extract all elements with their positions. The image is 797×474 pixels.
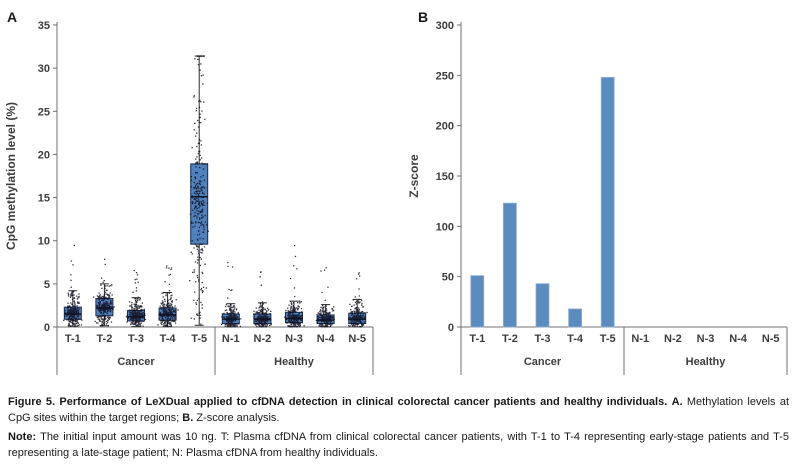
jitter-points-N-1 <box>220 261 242 328</box>
group-label: Healthy <box>686 356 727 368</box>
x-category-label: N-3 <box>285 333 303 345</box>
x-category-label: N-1 <box>631 333 649 345</box>
axes: 0 50 100 150 200 250 300 Z-score T-1 T-2 T-3 T-4 T-5… <box>407 20 788 375</box>
x-category-label: T-2 <box>502 333 518 345</box>
jitter-points-T-5 <box>189 55 209 325</box>
box-group-T-4 <box>157 265 179 328</box>
y-tick-label: 30 <box>38 63 50 75</box>
jitter-points-N-4 <box>315 267 335 328</box>
x-category-label: T-1 <box>65 333 81 345</box>
y-tick-label: 150 <box>436 171 454 183</box>
group-label: Cancer <box>524 356 562 368</box>
box-group-T-2 <box>93 258 115 327</box>
x-category-label: N-4 <box>317 333 336 345</box>
jitter-points-T-4 <box>157 265 179 328</box>
caption-a-label: A. <box>671 396 683 408</box>
box-group-N-4 <box>315 267 335 328</box>
panel-a-label: A <box>7 9 18 25</box>
caption-note: Note: The initial input amount was 10 ng… <box>8 429 789 461</box>
box-group-N-3 <box>284 244 305 328</box>
caption-main: Figure 5. Performance of LeXDual applied… <box>8 394 789 426</box>
y-tick-label: 100 <box>436 221 454 233</box>
box-group-T-1 <box>63 244 83 327</box>
axes: 0 5 10 15 20 25 30 35 CpG methylation level (%) T… <box>4 20 374 375</box>
group-label: Healthy <box>274 356 315 368</box>
y-tick-label: 0 <box>44 322 50 334</box>
panel-a-boxplot-chart: 0 5 10 15 20 25 30 35 CpG methylation level (%) T… <box>4 20 374 375</box>
y-tick-label: 15 <box>38 193 50 205</box>
caption-note-text: The initial input amount was 10 ng. T: P… <box>8 431 789 459</box>
x-category-label: T-3 <box>128 333 144 345</box>
y-tick-label: 50 <box>442 272 454 284</box>
y-tick-label: 300 <box>436 20 454 32</box>
panel-b-bar-chart: 0 50 100 150 200 250 300 Z-score T-1 T-2 T-3 T-4 T-5… <box>407 20 788 375</box>
jitter-points-N-2 <box>253 271 272 328</box>
y-tick-label: 5 <box>44 279 50 291</box>
x-category-label: T-2 <box>96 333 112 345</box>
x-category-label: N-4 <box>729 333 748 345</box>
x-category-label: T-3 <box>535 333 551 345</box>
caption-b-label: B. <box>182 412 194 424</box>
y-tick-label: 0 <box>448 322 454 334</box>
box-group-N-1 <box>220 261 242 328</box>
y-axis-title: Z-score <box>407 154 421 198</box>
bar-T-2 <box>502 202 517 328</box>
jitter-points-N-3 <box>284 244 305 328</box>
bar-T-3 <box>535 283 550 328</box>
bar-T-4 <box>568 308 582 328</box>
x-category-label: T-5 <box>600 333 616 345</box>
x-category-label: N-2 <box>664 333 682 345</box>
panel-b-label: B <box>418 9 429 25</box>
x-category-label: N-3 <box>697 333 715 345</box>
bar-T-1 <box>470 275 485 328</box>
x-category-label: N-5 <box>762 333 780 345</box>
x-category-label: N-5 <box>348 333 366 345</box>
x-category-label: T-5 <box>191 333 207 345</box>
caption-note-label: Note: <box>8 431 37 443</box>
box-group-T-5 <box>189 55 209 326</box>
jitter-points-T-2 <box>93 258 115 327</box>
x-category-label: T-4 <box>160 333 177 345</box>
x-category-label: T-1 <box>469 333 485 345</box>
y-axis-title: CpG methylation level (%) <box>4 102 18 250</box>
figure-caption: Figure 5. Performance of LeXDual applied… <box>8 394 789 464</box>
group-label: Cancer <box>117 356 155 368</box>
jitter-points-T-3 <box>125 269 147 328</box>
y-tick-label: 250 <box>436 70 454 82</box>
caption-b-text: Z-score analysis. <box>196 412 280 424</box>
y-tick-label: 10 <box>38 236 50 248</box>
caption-a-text: Methylation levels at CpG sites within t… <box>8 396 789 424</box>
x-category-label: T-4 <box>567 333 584 345</box>
y-tick-label: 200 <box>436 121 454 133</box>
box-group-T-3 <box>125 269 147 328</box>
bar-T-5 <box>600 76 615 328</box>
box-group-N-2 <box>253 271 272 328</box>
box-group-N-5 <box>347 272 368 328</box>
y-tick-label: 25 <box>38 106 50 118</box>
x-category-label: N-2 <box>254 333 272 345</box>
y-tick-label: 35 <box>38 20 50 32</box>
x-category-label: N-1 <box>222 333 240 345</box>
y-tick-label: 20 <box>38 149 50 161</box>
jitter-points-T-1 <box>63 244 83 327</box>
jitter-points-N-5 <box>347 272 368 328</box>
caption-title: Figure 5. Performance of LeXDual applied… <box>8 396 668 408</box>
